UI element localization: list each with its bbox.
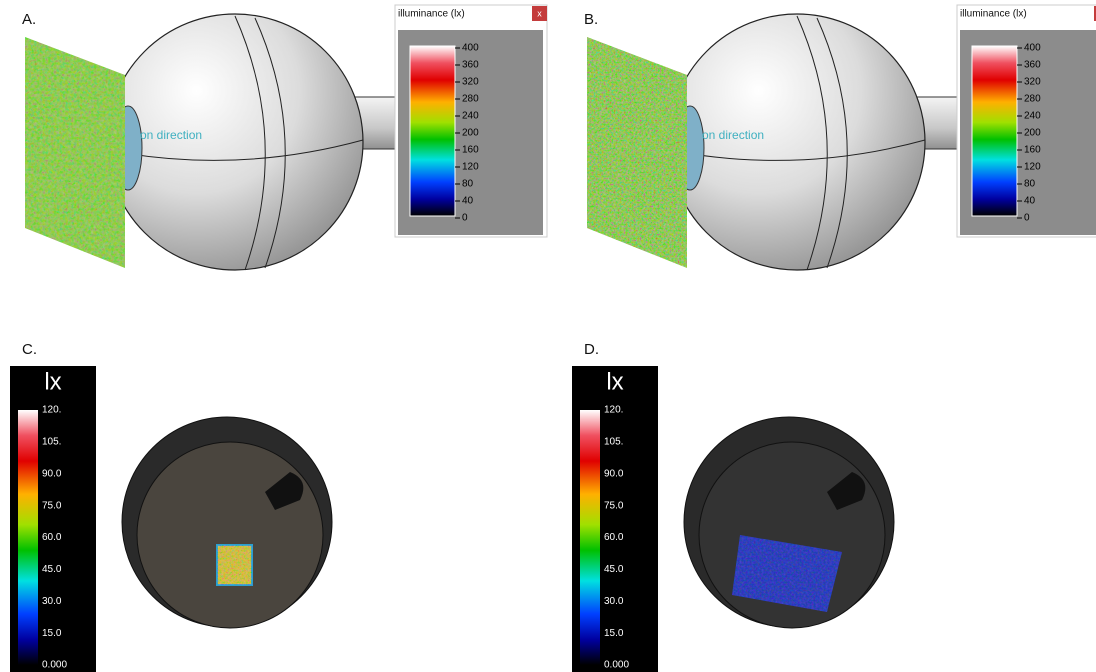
tick-label: 160 bbox=[462, 145, 479, 156]
illuminance-noise bbox=[25, 37, 125, 268]
tick-label: 120 bbox=[1024, 162, 1041, 173]
tick-label: 80 bbox=[462, 179, 474, 190]
tick-label: 30.0 bbox=[42, 596, 62, 607]
tick-label: 200 bbox=[462, 128, 479, 139]
illuminance-noise bbox=[587, 37, 687, 268]
sphere-interior bbox=[137, 442, 323, 628]
tick-label: 40 bbox=[462, 196, 474, 207]
tick-label: 40 bbox=[1024, 196, 1036, 207]
panel-label: C. bbox=[22, 341, 37, 358]
tick-label: 60.0 bbox=[42, 532, 62, 543]
tick-label: 45.0 bbox=[604, 564, 624, 575]
tick-label: 120. bbox=[604, 405, 623, 416]
direction-annotation: on direction bbox=[140, 128, 202, 142]
tick-label: 60.0 bbox=[604, 532, 624, 543]
tick-label: 75.0 bbox=[42, 500, 62, 511]
color-bar bbox=[580, 410, 600, 665]
tick-label: 240 bbox=[1024, 111, 1041, 122]
tick-label: 30.0 bbox=[604, 596, 624, 607]
tick-label: 75.0 bbox=[604, 500, 624, 511]
tick-label: 360 bbox=[1024, 60, 1041, 71]
figure: A.on directionilluminance (lx)x400360320… bbox=[0, 0, 1096, 672]
tick-label: 90.0 bbox=[604, 468, 624, 479]
legend-title: lx bbox=[606, 368, 623, 395]
tick-label: 0.000 bbox=[42, 660, 67, 671]
panel-label: B. bbox=[584, 11, 598, 28]
tick-label: 240 bbox=[462, 111, 479, 122]
tick-label: 120. bbox=[42, 405, 61, 416]
legend-title: illuminance (lx) bbox=[398, 9, 465, 20]
legend-title: illuminance (lx) bbox=[960, 9, 1027, 20]
direction-annotation: on direction bbox=[702, 128, 764, 142]
tick-label: 0 bbox=[462, 213, 468, 224]
tick-label: 80 bbox=[1024, 179, 1036, 190]
tick-label: 105. bbox=[42, 437, 61, 448]
panel: D. lx 120. 105. 90.0 75.0 60.0 45.0 30.0 15.0 0.00… bbox=[572, 341, 894, 672]
tick-label: 90.0 bbox=[42, 468, 62, 479]
panel: C. lx 120. 105. 90.0 75.0 60.0 45.0 30.0 15.0 0.00… bbox=[10, 341, 332, 672]
tick-label: 0 bbox=[1024, 213, 1030, 224]
tick-label: 200 bbox=[1024, 128, 1041, 139]
tick-label: 400 bbox=[462, 43, 479, 54]
tick-label: 160 bbox=[1024, 145, 1041, 156]
tick-label: 105. bbox=[604, 437, 623, 448]
color-bar bbox=[18, 410, 38, 665]
tick-label: 15.0 bbox=[604, 628, 624, 639]
tick-label: 320 bbox=[462, 77, 479, 88]
tick-label: 400 bbox=[1024, 43, 1041, 54]
panel-label: D. bbox=[584, 341, 599, 358]
tick-label: 15.0 bbox=[42, 628, 62, 639]
illuminance-noise bbox=[217, 545, 252, 585]
tick-label: 280 bbox=[462, 94, 479, 105]
tick-label: 280 bbox=[1024, 94, 1041, 105]
close-label[interactable]: x bbox=[537, 8, 542, 18]
tick-label: 320 bbox=[1024, 77, 1041, 88]
color-bar bbox=[972, 46, 1017, 216]
panel-label: A. bbox=[22, 11, 36, 28]
tick-label: 45.0 bbox=[42, 564, 62, 575]
tick-label: 0.000 bbox=[604, 660, 629, 671]
legend-title: lx bbox=[44, 368, 61, 395]
tick-label: 120 bbox=[462, 162, 479, 173]
tick-label: 360 bbox=[462, 60, 479, 71]
color-bar bbox=[410, 46, 455, 216]
